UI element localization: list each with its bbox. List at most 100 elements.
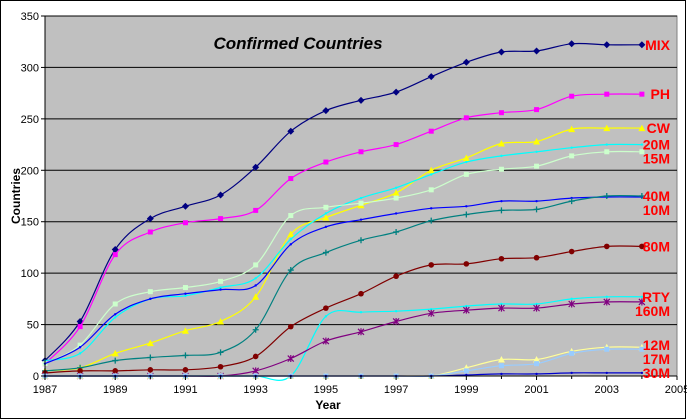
series-17m-point xyxy=(498,363,504,369)
series-ph-point xyxy=(569,93,575,99)
series-mix-point xyxy=(217,191,225,199)
series-label-rty: RTY xyxy=(642,289,671,305)
series-10m-point xyxy=(535,199,538,203)
series-80m-point xyxy=(112,368,119,374)
series-30m-point xyxy=(500,372,503,376)
series-40m-point xyxy=(358,237,364,244)
series-15m-point xyxy=(288,213,294,219)
series-cw-point xyxy=(217,317,225,325)
series-17m-point xyxy=(534,361,540,367)
series-cw-point xyxy=(287,230,295,238)
series-15m-point xyxy=(147,289,153,295)
y-tick-label: 350 xyxy=(21,11,39,23)
series-10m-point xyxy=(289,243,292,246)
series-10m-point xyxy=(114,313,117,316)
series-rty-point xyxy=(500,302,503,306)
series-ph xyxy=(42,91,645,367)
series-17m-point xyxy=(569,350,575,356)
series-80m-point xyxy=(252,353,259,360)
x-tick-label: 1989 xyxy=(103,384,127,396)
series-160m-point xyxy=(603,298,611,306)
series-cw-point xyxy=(533,137,541,145)
series-20m-point xyxy=(359,196,363,200)
series-40m-point xyxy=(428,217,435,224)
series-160m-point xyxy=(638,298,646,306)
series-label-17m: 17M xyxy=(643,351,670,367)
x-tick-label: 2001 xyxy=(524,384,548,396)
series-label-15m: 15M xyxy=(643,151,670,167)
series-label-ph: PH xyxy=(651,86,670,102)
series-ph-point xyxy=(323,159,329,165)
series-cw-point xyxy=(603,124,611,132)
series-15m-point xyxy=(569,153,575,159)
y-tick-label: 150 xyxy=(21,217,39,229)
series-40m-point xyxy=(112,357,119,364)
series-mix-point xyxy=(638,41,646,49)
series-40m-point xyxy=(287,267,294,274)
series-rty-point xyxy=(605,295,608,298)
series-mix-point xyxy=(287,127,295,135)
series-mix-point xyxy=(462,58,470,66)
series-40m-point xyxy=(638,193,645,199)
x-tick-label: 2003 xyxy=(595,384,619,396)
series-label-20m: 20M xyxy=(643,137,670,153)
series-20m-point xyxy=(394,186,398,189)
series-80m-point xyxy=(498,255,505,262)
axes: 0 50 100 150 200 250 300 350 1987 1989 1991 1993 199… xyxy=(21,11,687,396)
series-15m-point xyxy=(463,171,469,177)
x-tick-label: 1991 xyxy=(173,384,197,396)
series-80m-point xyxy=(147,367,154,373)
series-20m-point xyxy=(430,173,433,176)
series-20m-point xyxy=(78,352,82,355)
series-80m-point xyxy=(182,367,189,373)
series-rty-point xyxy=(535,302,538,306)
series-15m-point xyxy=(358,200,364,206)
series-label-160m: 160M xyxy=(635,303,670,319)
series-10m-point xyxy=(78,346,82,349)
series-20m-point xyxy=(640,143,644,146)
series-160m-point xyxy=(287,355,295,363)
series-20m-point xyxy=(289,238,292,241)
series-cw-point xyxy=(181,327,189,334)
series-160m-point xyxy=(568,300,576,308)
series-ph-point xyxy=(428,128,434,134)
series-mix-point xyxy=(252,163,260,171)
series-ph-point xyxy=(147,229,153,235)
series-mix-point xyxy=(111,245,119,253)
series-label-40m: 40M xyxy=(643,188,670,204)
series-15m-point xyxy=(182,285,188,291)
series-40m-point xyxy=(498,207,505,214)
series-40m-point xyxy=(147,354,154,361)
series-15m-point xyxy=(428,187,434,193)
series-15m-point xyxy=(253,262,259,268)
series-10m-point xyxy=(430,207,433,210)
series-ph-point xyxy=(358,149,364,155)
series-30m-point xyxy=(570,371,573,375)
series-10m-point xyxy=(465,205,468,208)
x-tick-label: 1997 xyxy=(384,384,408,396)
y-axis-title: Countries xyxy=(9,168,23,224)
gridlines xyxy=(45,15,677,326)
series-30m-point xyxy=(535,372,538,376)
y-tick-label: 250 xyxy=(21,114,39,126)
series-ph-point xyxy=(534,107,540,113)
series-cw-point xyxy=(427,166,435,174)
x-tick-label: 1995 xyxy=(314,384,338,396)
series-mix-point xyxy=(322,107,330,115)
series-20m-point xyxy=(219,286,222,289)
series-80m-point xyxy=(533,254,540,261)
series-rty-point xyxy=(430,307,433,311)
series-160m-point xyxy=(392,317,400,325)
series-20m-point xyxy=(114,316,117,319)
series-20m-point xyxy=(184,294,187,297)
chart-title: Confirmed Countries xyxy=(213,34,382,53)
series-40m-point xyxy=(463,211,470,218)
y-tick-label: 300 xyxy=(21,62,39,74)
x-tick-label: 1993 xyxy=(243,384,267,396)
series-20m-point xyxy=(500,154,503,158)
series-label-80m: 80M xyxy=(643,238,670,254)
series-15m-point xyxy=(604,149,610,155)
series-10m-point xyxy=(219,288,222,291)
series-line-80m xyxy=(44,245,642,374)
series-40m-point xyxy=(252,326,259,333)
